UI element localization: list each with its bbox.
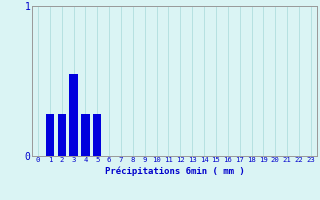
Bar <box>58 114 66 156</box>
X-axis label: Précipitations 6min ( mm ): Précipitations 6min ( mm ) <box>105 166 244 176</box>
Bar <box>93 114 101 156</box>
Bar <box>81 114 90 156</box>
Bar <box>46 114 54 156</box>
Bar <box>69 73 78 156</box>
